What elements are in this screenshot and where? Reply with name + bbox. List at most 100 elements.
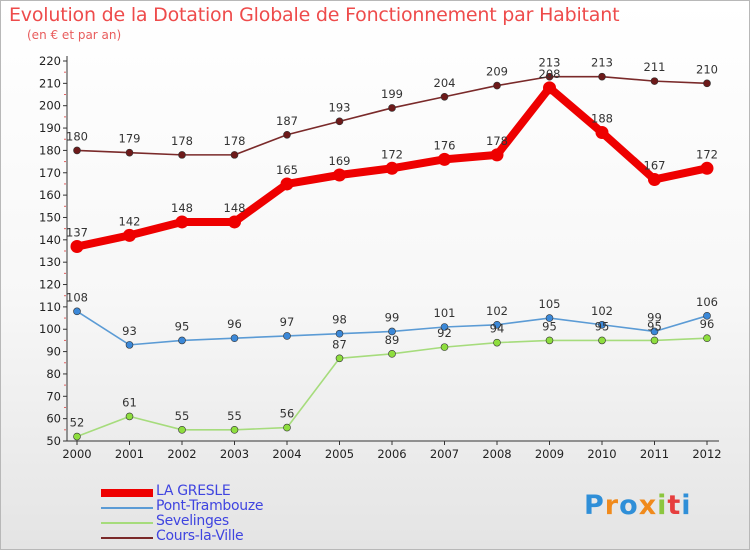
- data-label-sevelinges: 92: [437, 326, 452, 340]
- data-point-pont-trambouze: [178, 336, 186, 345]
- y-tick-label: 70: [46, 389, 61, 403]
- data-point-sevelinges: [650, 336, 659, 345]
- data-label-la-gresle: 148: [224, 201, 246, 215]
- data-point-cours-la-ville: [388, 104, 396, 112]
- x-tick-label: 2001: [115, 447, 144, 461]
- y-tick-label: 170: [39, 166, 61, 180]
- data-label-sevelinges: 87: [332, 337, 347, 351]
- data-label-la-gresle: 172: [381, 147, 403, 161]
- data-label-sevelinges: 61: [122, 395, 137, 409]
- logo-letter: t: [667, 490, 682, 521]
- data-label-cours-la-ville: 204: [434, 76, 456, 90]
- data-label-pont-trambouze: 99: [385, 310, 400, 324]
- data-point-sevelinges: [493, 338, 501, 347]
- data-label-cours-la-ville: 187: [276, 114, 298, 128]
- data-point-sevelinges: [73, 432, 81, 441]
- y-tick-label: 90: [46, 345, 61, 359]
- data-label-la-gresle: 167: [644, 158, 666, 172]
- data-point-sevelinges: [283, 423, 291, 432]
- data-label-pont-trambouze: 98: [332, 313, 347, 327]
- data-label-cours-la-ville: 211: [644, 60, 666, 74]
- data-point-pont-trambouze: [440, 323, 449, 331]
- data-point-pont-trambouze: [125, 341, 134, 349]
- legend-swatch: [101, 489, 153, 497]
- data-point-pont-trambouze: [335, 329, 344, 338]
- data-point-pont-trambouze: [703, 312, 711, 320]
- logo-letter: x: [638, 490, 658, 521]
- data-label-cours-la-ville: 213: [591, 56, 613, 70]
- logo-letter: i: [681, 490, 692, 521]
- data-label-la-gresle: 208: [539, 67, 561, 81]
- data-label-pont-trambouze: 102: [486, 304, 508, 318]
- legend-label: Cours-la-Ville: [156, 528, 244, 544]
- data-label-cours-la-ville: 213: [539, 56, 561, 70]
- y-tick-label: 60: [46, 412, 61, 426]
- legend-label: Sevelinges: [156, 513, 229, 529]
- data-point-la-gresle: [438, 152, 451, 166]
- logo-letter: o: [619, 490, 639, 521]
- data-point-la-gresle: [70, 240, 84, 254]
- data-label-sevelinges: 96: [700, 317, 715, 331]
- x-tick-label: 2000: [62, 447, 91, 461]
- x-tick-label: 2005: [325, 447, 354, 461]
- data-point-pont-trambouze: [283, 332, 291, 340]
- data-label-pont-trambouze: 106: [696, 295, 718, 309]
- data-label-pont-trambouze: 97: [280, 315, 295, 329]
- y-tick-label: 190: [39, 121, 61, 135]
- data-point-la-gresle: [595, 126, 609, 140]
- data-label-sevelinges: 56: [280, 407, 295, 421]
- data-point-cours-la-ville: [125, 148, 134, 157]
- proxiti-logo: Proxiti: [584, 490, 692, 521]
- x-tick-label: 2009: [535, 447, 564, 461]
- data-label-la-gresle: 176: [434, 138, 456, 152]
- y-tick-label: 180: [39, 143, 61, 157]
- data-point-cours-la-ville: [440, 92, 449, 101]
- chart-title: Evolution de la Dotation Globale de Fonc…: [9, 4, 620, 26]
- y-tick-label: 130: [39, 255, 61, 269]
- data-label-sevelinges: 52: [70, 416, 85, 430]
- chart-subtitle: (en € et par an): [27, 28, 122, 42]
- data-point-pont-trambouze: [545, 314, 554, 322]
- data-label-cours-la-ville: 193: [329, 100, 351, 114]
- data-label-sevelinges: 95: [647, 319, 662, 333]
- y-tick-label: 160: [39, 188, 61, 202]
- axes: 50 60 70 80 90 100 110 120 130 140 150 160 170 180 190…: [39, 54, 722, 461]
- y-tick-label: 100: [39, 322, 61, 336]
- legend-swatch: [101, 537, 153, 539]
- data-label-cours-la-ville: 210: [696, 62, 718, 76]
- y-tick-label: 110: [39, 300, 61, 314]
- data-point-pont-trambouze: [230, 334, 239, 342]
- logo-letter: i: [657, 490, 668, 521]
- data-point-sevelinges: [230, 426, 239, 434]
- data-point-sevelinges: [598, 336, 606, 345]
- x-tick-label: 2004: [272, 447, 301, 461]
- x-tick-label: 2011: [640, 447, 669, 461]
- y-tick-label: 220: [39, 54, 61, 68]
- data-point-la-gresle: [648, 172, 661, 186]
- data-point-cours-la-ville: [545, 72, 554, 81]
- data-point-la-gresle: [543, 81, 556, 95]
- data-point-sevelinges: [335, 354, 344, 363]
- data-label-sevelinges: 95: [542, 319, 557, 333]
- data-point-pont-trambouze: [73, 307, 81, 316]
- data-point-cours-la-ville: [283, 130, 291, 139]
- data-label-la-gresle: 148: [171, 201, 193, 215]
- data-label-la-gresle: 172: [696, 147, 718, 161]
- series-layer: [70, 72, 714, 441]
- data-point-la-gresle: [385, 161, 399, 175]
- x-tick-label: 2002: [167, 447, 196, 461]
- data-label-la-gresle: 137: [66, 226, 88, 240]
- data-point-la-gresle: [228, 215, 241, 229]
- data-label-pont-trambouze: 99: [647, 310, 662, 324]
- data-point-pont-trambouze: [388, 327, 396, 336]
- legend-label: LA GRESLE: [156, 483, 231, 499]
- data-label-cours-la-ville: 199: [381, 87, 403, 101]
- data-point-cours-la-ville: [598, 72, 606, 81]
- data-label-sevelinges: 55: [175, 409, 190, 423]
- data-point-la-gresle: [333, 168, 346, 182]
- data-label-la-gresle: 178: [486, 134, 508, 148]
- data-labels: 180 179 178 178 187 193 199 204 209 213 213 211 210 1…: [66, 56, 718, 430]
- y-tick-label: 200: [39, 99, 61, 113]
